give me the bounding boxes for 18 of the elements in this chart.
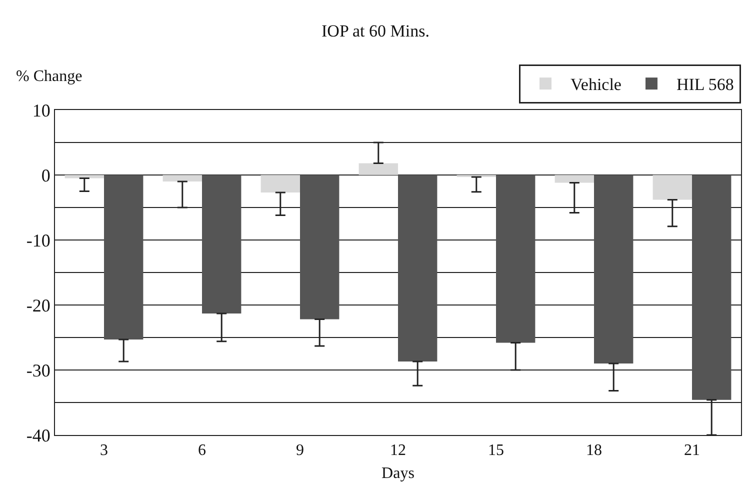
y-tick-label: -30 xyxy=(26,360,50,380)
y-tick-label: -40 xyxy=(26,425,50,446)
legend-label: Vehicle xyxy=(570,75,622,94)
x-tick-label: 15 xyxy=(488,442,504,460)
y-tick-label: -20 xyxy=(26,295,50,316)
x-tick-label: 18 xyxy=(586,442,602,460)
chart-title: IOP at 60 Mins. xyxy=(322,22,430,41)
y-tick-label: 0 xyxy=(41,165,50,186)
legend-label: HIL 568 xyxy=(676,75,734,94)
x-tick-label: 3 xyxy=(100,442,108,460)
x-tick-label: 6 xyxy=(198,442,206,460)
y-tick-label: -10 xyxy=(26,230,50,250)
x-axis-title: Days xyxy=(382,464,414,482)
y-tick-label: 10 xyxy=(32,100,50,120)
x-tick-label: 9 xyxy=(296,442,304,460)
y-axis-title: % Change xyxy=(16,68,82,85)
x-tick-label: 21 xyxy=(684,442,700,460)
x-tick-label: 12 xyxy=(390,442,406,460)
